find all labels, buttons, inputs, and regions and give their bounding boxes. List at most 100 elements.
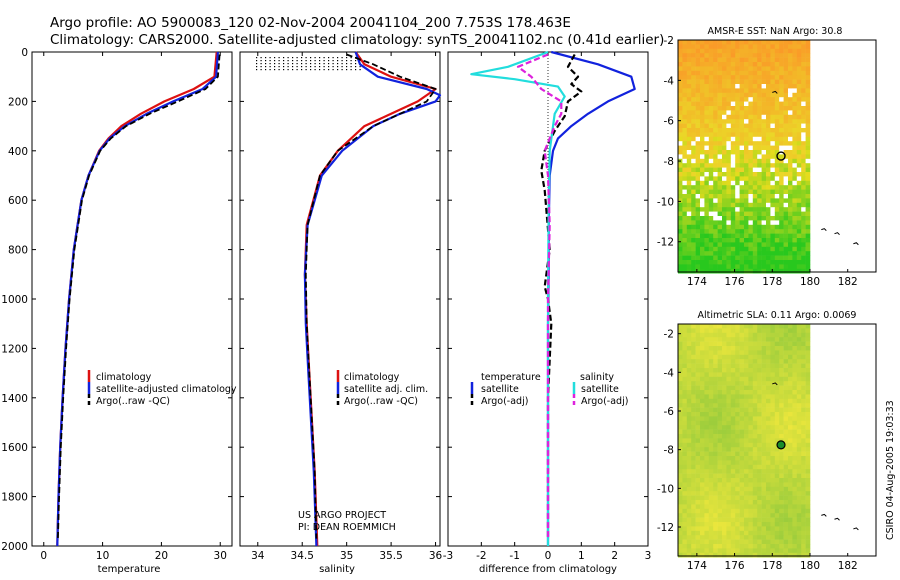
map-cell (682, 434, 688, 439)
map-cell (735, 207, 740, 212)
map-cell (770, 246, 776, 252)
surface-sample-dot (287, 69, 289, 71)
map-cell (783, 478, 789, 483)
map-cell (691, 141, 696, 146)
map-cell (704, 145, 710, 151)
sla-argo-location-marker (776, 440, 786, 450)
map-cell (783, 229, 789, 234)
map-cell (735, 141, 740, 146)
map-cell (708, 202, 714, 208)
map-cell (678, 255, 683, 261)
map-cell (783, 92, 789, 98)
map-cell (748, 513, 754, 518)
surface-sample-dot (292, 57, 294, 59)
map-cell (792, 332, 798, 338)
map-cell (722, 500, 727, 505)
map-cell (739, 469, 745, 474)
map-cell (726, 359, 732, 364)
map-cell (792, 354, 798, 360)
map-cell (761, 324, 767, 329)
map-cell (779, 119, 784, 124)
map-cell (735, 75, 740, 80)
map-cell (779, 425, 784, 430)
surface-sample-dot (296, 57, 298, 59)
map-cell (708, 460, 714, 466)
map-cell (783, 469, 789, 474)
map-cell (783, 381, 789, 386)
map-cell (774, 508, 780, 514)
map-cell (788, 238, 793, 243)
map-cell (730, 194, 736, 199)
map-cell (730, 40, 736, 45)
map-cell (788, 324, 793, 329)
map-cell (691, 376, 696, 382)
map-cell (796, 207, 802, 212)
map-cell (796, 438, 802, 444)
map-cell (686, 504, 692, 510)
map-cell (730, 469, 736, 474)
map-cell (792, 119, 798, 124)
map-cell (779, 354, 784, 360)
map-cell (691, 194, 696, 199)
map-cell (796, 163, 802, 168)
map-cell (704, 526, 710, 532)
map-cell (686, 469, 692, 474)
map-cell (770, 376, 776, 382)
map-cell (717, 172, 723, 177)
temperature-xlabel: temperature (98, 564, 161, 575)
map-cell (735, 211, 740, 217)
map-cell (695, 363, 701, 369)
map-cell (700, 216, 705, 221)
map-cell (713, 224, 718, 230)
map-cell (779, 106, 784, 111)
map-cell (792, 48, 798, 54)
map-cell (717, 229, 723, 234)
map-cell (717, 233, 723, 239)
map-cell (761, 508, 767, 514)
surface-sample-dot (332, 69, 334, 71)
map-cell (744, 376, 749, 382)
map-cell (770, 119, 776, 124)
map-cell (695, 337, 701, 342)
map-cell (792, 57, 798, 63)
map-cell (757, 101, 762, 107)
map-cell (722, 469, 727, 474)
map-cell (722, 451, 727, 457)
map-cell (761, 390, 767, 395)
surface-sample-dot (346, 66, 348, 68)
map-cell (783, 491, 789, 496)
map-cell (695, 158, 701, 164)
map-cell (691, 167, 696, 173)
map-cell (708, 332, 714, 338)
map-cell (757, 385, 762, 391)
map-cell (748, 70, 754, 76)
map-cell (805, 211, 811, 217)
map-cell (678, 491, 683, 496)
map-cell (713, 486, 718, 492)
map-cell (744, 97, 749, 102)
map-cell (739, 110, 745, 116)
map-cell (744, 495, 749, 501)
map-cell (730, 363, 736, 369)
map-cell (757, 350, 762, 356)
map-cell (774, 324, 780, 329)
map-cell (752, 451, 758, 457)
map-cell (761, 368, 767, 373)
map-cell (717, 324, 723, 329)
map-cell (783, 539, 789, 545)
map-cell (744, 57, 749, 63)
map-cell (722, 132, 727, 138)
map-cell (695, 504, 701, 510)
map-cell (805, 119, 811, 124)
map-cell (717, 548, 723, 554)
map-cell (761, 202, 767, 208)
map-cell (796, 167, 802, 173)
map-cell (783, 211, 789, 217)
map-cell (752, 469, 758, 474)
map-x-tick-label: 180 (800, 276, 820, 288)
map-cell (796, 495, 802, 501)
map-cell (704, 128, 710, 133)
map-cell (805, 495, 811, 501)
